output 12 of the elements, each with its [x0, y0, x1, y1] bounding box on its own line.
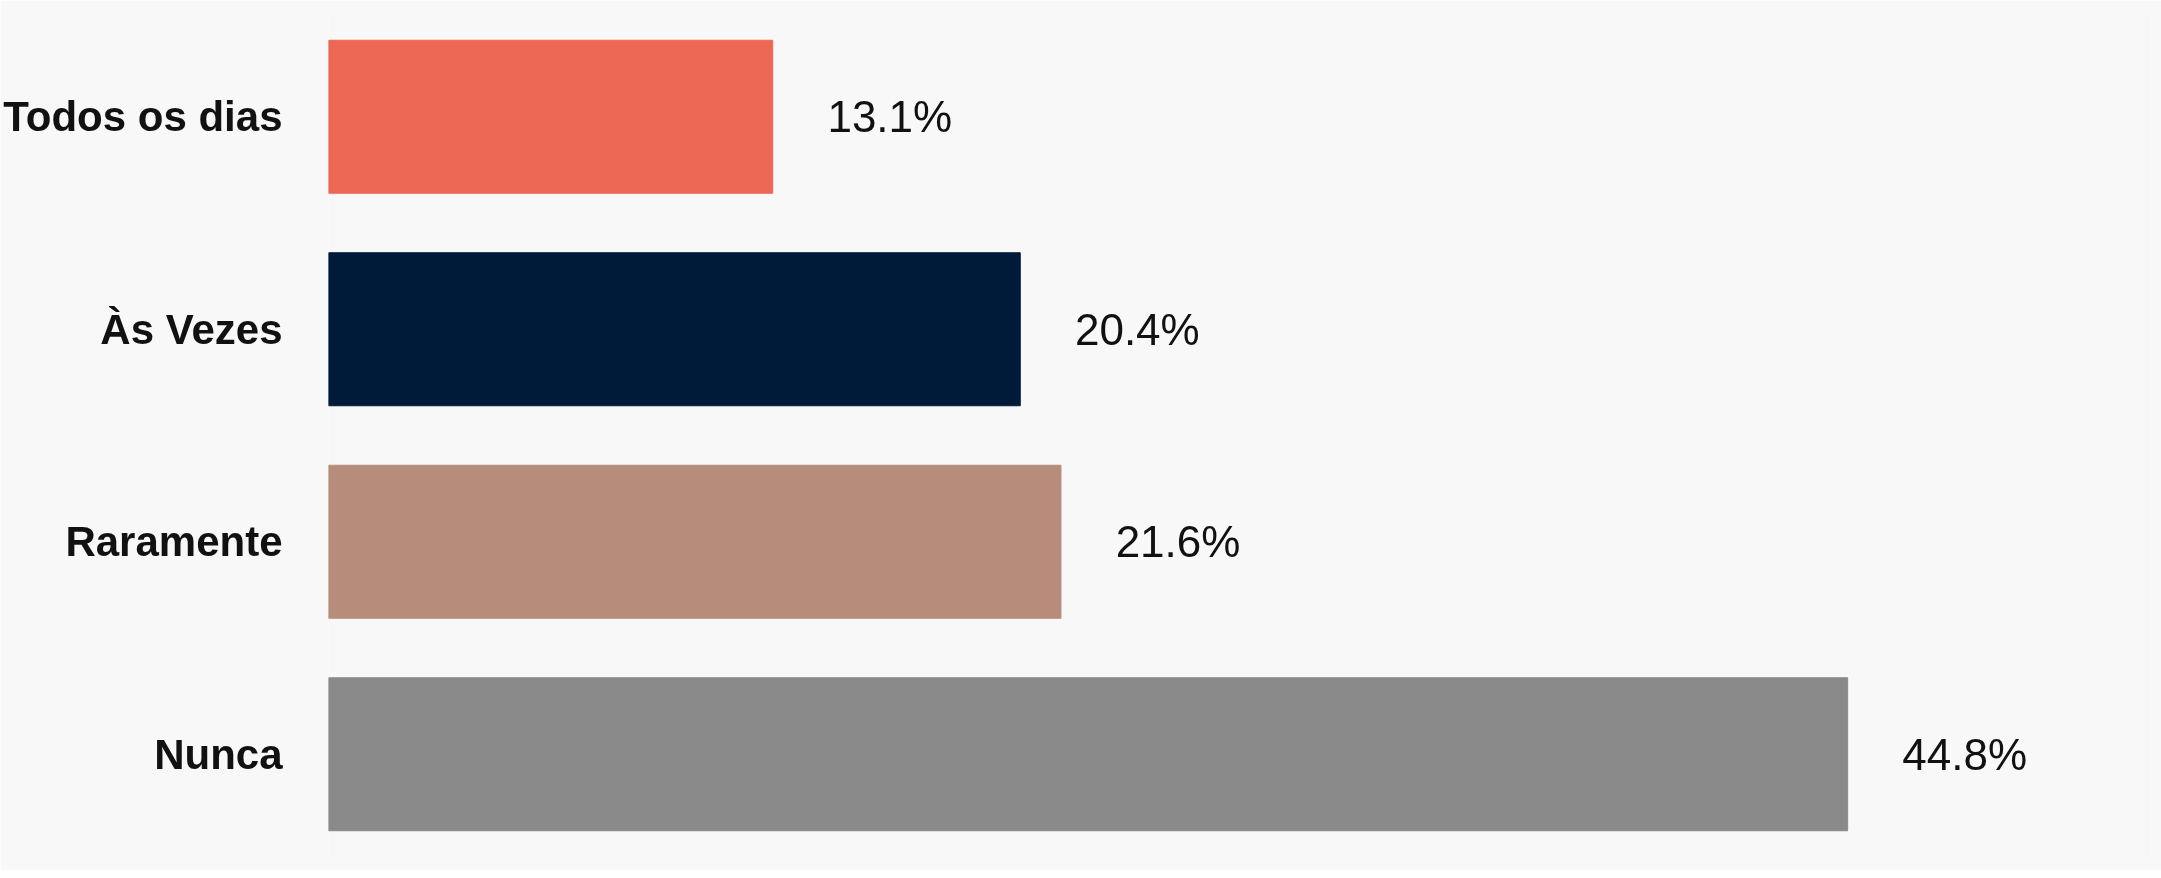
bar: [328, 464, 1062, 619]
data-label: 21.6%: [1115, 517, 1241, 567]
y-tick-label: Raramente: [65, 518, 283, 566]
y-tick-label: Todos os dias: [3, 93, 283, 141]
data-label: 44.8%: [1902, 729, 2028, 779]
bar: [328, 677, 1849, 832]
y-tick-label: Nunca: [154, 730, 284, 778]
data-label: 13.1%: [827, 92, 953, 142]
bar: [328, 252, 1021, 407]
bar: [328, 39, 774, 194]
data-label: 20.4%: [1074, 304, 1200, 354]
y-tick-label: Às Vezes: [100, 305, 283, 353]
